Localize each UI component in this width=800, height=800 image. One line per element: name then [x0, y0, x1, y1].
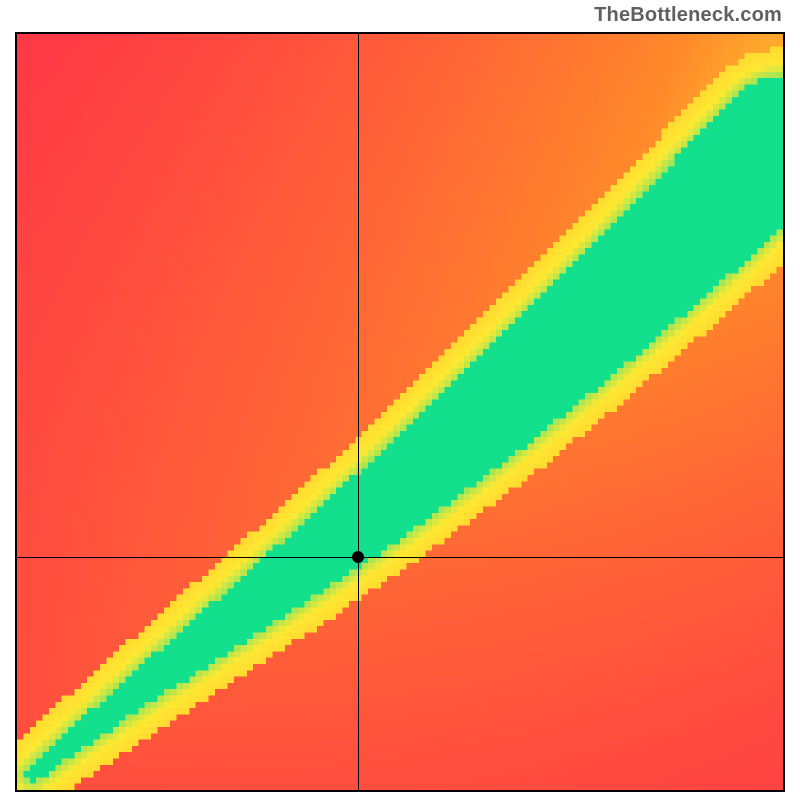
- heatmap-canvas: [17, 34, 783, 790]
- crosshair-horizontal: [17, 557, 783, 558]
- plot-area: [15, 32, 785, 792]
- crosshair-marker: [352, 551, 364, 563]
- chart-container: TheBottleneck.com: [0, 0, 800, 800]
- attribution-text: TheBottleneck.com: [594, 4, 782, 27]
- crosshair-vertical: [358, 34, 359, 790]
